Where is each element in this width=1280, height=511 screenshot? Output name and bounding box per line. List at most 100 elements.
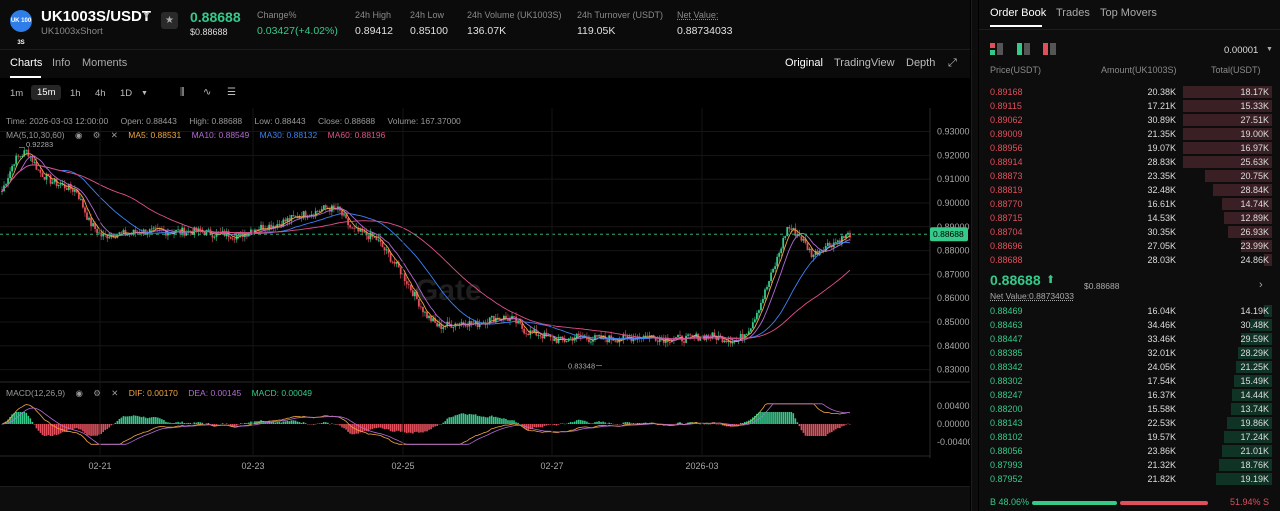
macd-histogram-bar — [29, 418, 32, 424]
stat-net-value[interactable]: Net Value: 0.88734033 — [677, 10, 732, 37]
ask-row[interactable]: 0.88688 28.03K 24.86K — [979, 253, 1280, 267]
bid-row[interactable]: 0.88342 24.05K 21.25K — [979, 360, 1280, 374]
candle-body — [683, 341, 685, 343]
tab-info[interactable]: Info — [52, 57, 71, 69]
ask-row[interactable]: 0.88715 14.53K 12.89K — [979, 211, 1280, 225]
view-original[interactable]: Original — [785, 57, 823, 69]
timeframe-1d[interactable]: 1D — [120, 88, 133, 99]
bid-row[interactable]: 0.88463 34.46K 30.48K — [979, 318, 1280, 332]
ask-row[interactable]: 0.89009 21.35K 19.00K — [979, 127, 1280, 141]
eye-icon[interactable]: ◉ — [75, 388, 83, 398]
layout-bids-icon[interactable] — [1017, 43, 1030, 55]
candle-body — [428, 315, 430, 319]
tab-top-movers[interactable]: Top Movers — [1100, 7, 1157, 19]
close-icon[interactable]: ✕ — [111, 388, 119, 398]
ask-row[interactable]: 0.88956 19.07K 16.97K — [979, 141, 1280, 155]
candle-body — [519, 320, 522, 324]
bid-row[interactable]: 0.88247 16.37K 14.44K — [979, 388, 1280, 402]
ma-label: MA(5,10,30,60) — [6, 130, 65, 140]
bid-row[interactable]: 0.88385 32.01K 28.29K — [979, 346, 1280, 360]
macd-histogram-bar — [575, 420, 578, 424]
macd-histogram-bar — [450, 417, 453, 424]
timeframe-1m[interactable]: 1m — [10, 88, 24, 99]
stat-change: Change% 0.03427(+4.02%) — [257, 10, 338, 37]
chevron-down-icon[interactable]: ▼ — [1266, 46, 1273, 53]
timeframe-4h[interactable]: 4h — [95, 88, 106, 99]
timeframe-1h[interactable]: 1h — [70, 88, 81, 99]
price-chart[interactable]: 0.93000 0.92000 0.91000 0.90000 0.89000 0.880… — [0, 108, 973, 486]
macd-histogram-bar — [835, 424, 837, 430]
ask-row[interactable]: 0.88704 30.35K 26.93K — [979, 225, 1280, 239]
candle-type-icon[interactable]: ⫼ — [180, 87, 185, 98]
pair-dropdown-icon[interactable]: ▼ — [142, 10, 151, 20]
precision-select[interactable]: 0.00001 — [1224, 45, 1259, 56]
bid-row[interactable]: 0.87993 21.32K 18.76K — [979, 458, 1280, 472]
ask-depth-bar — [1241, 240, 1272, 252]
expand-icon[interactable]: ⤢ — [948, 57, 957, 69]
indicator-icon[interactable]: ∿ — [203, 87, 212, 98]
macd-histogram-bar — [721, 424, 724, 426]
bid-row[interactable]: 0.88143 22.53K 19.86K — [979, 416, 1280, 430]
layout-asks-icon[interactable] — [1043, 43, 1056, 55]
ask-total: 14.74K — [1240, 199, 1269, 209]
settings-list-icon[interactable]: ☰ — [227, 87, 236, 98]
macd-histogram-bar — [584, 420, 586, 424]
macd-histogram-bar — [152, 416, 155, 424]
tab-order-book[interactable]: Order Book — [990, 7, 1047, 19]
tab-moments[interactable]: Moments — [82, 57, 128, 69]
eye-icon[interactable]: ◉ — [74, 130, 83, 140]
chevron-right-icon[interactable]: › — [1259, 279, 1263, 291]
candle-body — [262, 224, 264, 230]
mid-net-value[interactable]: Net Value:0.88734033 — [990, 291, 1074, 301]
settings-icon[interactable]: ⚙ — [92, 130, 101, 140]
view-tradingview[interactable]: TradingView — [834, 57, 895, 69]
macd-histogram-bar — [804, 424, 807, 436]
favorite-star-icon[interactable]: ★ — [161, 12, 178, 29]
timeframe-15m[interactable]: 15m — [31, 85, 62, 100]
bid-price: 0.88200 — [990, 404, 1023, 414]
bid-row[interactable]: 0.88302 17.54K 15.49K — [979, 374, 1280, 388]
bid-row[interactable]: 0.88102 19.57K 17.24K — [979, 430, 1280, 444]
candle-body — [365, 231, 368, 236]
mid-price: 0.88688 — [990, 272, 1041, 288]
ask-row[interactable]: 0.89062 30.89K 27.51K — [979, 113, 1280, 127]
layout-both-icon[interactable] — [990, 43, 1003, 55]
macd-histogram-bar — [418, 424, 420, 433]
candle-body — [784, 236, 787, 238]
close-icon[interactable]: ✕ — [110, 130, 118, 140]
ask-row[interactable]: 0.88696 27.05K 23.99K — [979, 239, 1280, 253]
timeframe-dropdown-icon[interactable]: ▼ — [141, 90, 148, 97]
tab-trades[interactable]: Trades — [1056, 7, 1090, 19]
macd-histogram-bar — [824, 424, 827, 436]
ask-row[interactable]: 0.88770 16.61K 14.74K — [979, 197, 1280, 211]
pair-name[interactable]: UK1003S/USDT — [41, 8, 152, 25]
candle-body — [114, 237, 117, 239]
ask-row[interactable]: 0.88819 32.48K 28.84K — [979, 183, 1280, 197]
ask-row[interactable]: 0.89168 20.38K 18.17K — [979, 85, 1280, 99]
bid-row[interactable]: 0.88469 16.04K 14.19K — [979, 304, 1280, 318]
chart-svg[interactable]: 0.93000 0.92000 0.91000 0.90000 0.89000 0.880… — [0, 108, 973, 486]
settings-icon[interactable]: ⚙ — [93, 388, 101, 398]
ask-row[interactable]: 0.88873 23.35K 20.75K — [979, 169, 1280, 183]
page-scrollbar[interactable] — [971, 0, 978, 511]
ask-depth-bar — [1222, 198, 1272, 210]
ask-row[interactable]: 0.88914 28.83K 25.63K — [979, 155, 1280, 169]
ma10-value: MA10: 0.88549 — [191, 130, 250, 140]
bid-row[interactable]: 0.87952 21.82K 19.19K — [979, 472, 1280, 486]
candle-body — [304, 211, 307, 218]
macd-histogram-bar — [592, 423, 594, 424]
macd-histogram-bar — [240, 423, 242, 424]
candle-body — [51, 182, 54, 184]
tab-charts[interactable]: Charts — [10, 57, 43, 69]
view-depth[interactable]: Depth — [906, 57, 936, 69]
macd-histogram-bar — [244, 422, 246, 424]
candle-body — [834, 242, 837, 243]
macd-histogram-bar — [602, 421, 604, 424]
macd-histogram-bar — [569, 422, 572, 424]
ask-row[interactable]: 0.89115 17.21K 15.33K — [979, 99, 1280, 113]
candle-body — [399, 267, 402, 275]
bid-row[interactable]: 0.88200 15.58K 13.74K — [979, 402, 1280, 416]
bid-row[interactable]: 0.88056 23.86K 21.01K — [979, 444, 1280, 458]
macd-histogram-bar — [758, 412, 760, 424]
bid-row[interactable]: 0.88447 33.46K 29.59K — [979, 332, 1280, 346]
